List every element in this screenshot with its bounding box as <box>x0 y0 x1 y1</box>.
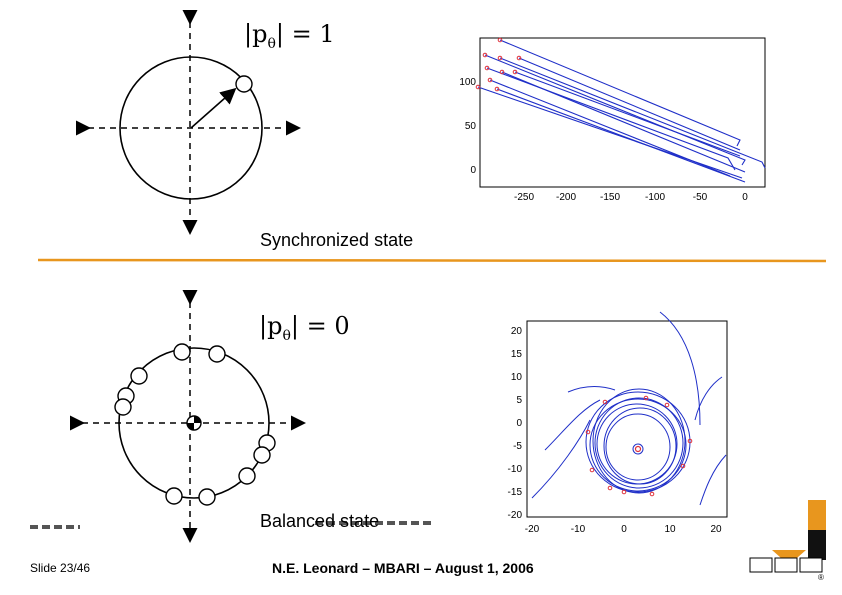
x-tick-label: -100 <box>645 192 665 203</box>
y-tick-label: 100 <box>459 77 476 88</box>
phase-particle <box>173 343 191 361</box>
phase-particle <box>165 487 183 505</box>
y-tick-labels: 20 15 10 5 0 -5 -10 -15 -20 <box>508 326 523 521</box>
phase-particle <box>114 398 132 416</box>
trajectory <box>477 86 743 179</box>
formula-subscript: θ <box>282 327 291 344</box>
balanced-caption: Balanced state <box>260 511 380 531</box>
x-tick-label: 0 <box>621 524 627 535</box>
footer-credit: N.E. Leonard – MBARI – August 1, 2006 <box>272 560 534 576</box>
trajectory <box>514 71 741 157</box>
trajectory <box>567 386 616 393</box>
y-tick-label: 0 <box>470 165 476 176</box>
y-tick-label: -5 <box>513 441 522 452</box>
phase-particle <box>208 345 226 363</box>
svg-text:®: ® <box>818 573 824 582</box>
y-tick-label: 15 <box>511 349 523 360</box>
trajectory <box>699 454 727 506</box>
y-tick-label: 5 <box>516 395 522 406</box>
y-tick-label: 50 <box>465 121 477 132</box>
x-tick-label: -250 <box>514 192 534 203</box>
trajectory <box>531 419 591 499</box>
trajectory <box>585 391 691 493</box>
x-tick-label: -200 <box>556 192 576 203</box>
slide-number: Slide 23/46 <box>30 561 91 575</box>
formula-lhs: |p <box>259 312 283 340</box>
y-tick-label: 20 <box>511 326 523 337</box>
plot-frame <box>526 320 728 518</box>
university-logo: ® <box>749 500 826 582</box>
phase-particle <box>235 75 253 93</box>
trajectory <box>659 311 701 426</box>
x-tick-label: -150 <box>600 192 620 203</box>
formula-subscript: θ <box>267 35 276 52</box>
section-divider <box>37 258 827 263</box>
phase-particle <box>130 367 148 385</box>
formula-rhs: | = 0 <box>290 312 350 340</box>
balanced-phase-diagram <box>70 290 306 543</box>
y-tick-labels: 100 50 0 <box>459 77 476 176</box>
y-tick-label: 0 <box>516 418 522 429</box>
x-tick-label: 0 <box>742 192 748 203</box>
y-tick-label: -15 <box>508 487 523 498</box>
synchronized-trajectory-plot: 100 50 0 -250 -200 -150 -100 -50 0 <box>459 37 766 203</box>
trajectory <box>592 388 686 494</box>
y-tick-label: -10 <box>508 464 523 475</box>
x-tick-labels: -20 -10 0 10 20 <box>525 524 722 535</box>
trajectory <box>499 57 766 169</box>
phase-particle <box>198 488 216 506</box>
x-tick-label: -10 <box>571 524 586 535</box>
trajectory-lines <box>531 311 727 506</box>
trajectory <box>486 67 736 171</box>
unit-circle <box>118 347 270 499</box>
balanced-formula: |pθ| = 0 <box>259 312 350 344</box>
trajectory <box>484 54 746 166</box>
synchronized-formula: |pθ| = 1 <box>244 20 335 52</box>
trajectory <box>544 399 601 451</box>
x-tick-labels: -250 -200 -150 -100 -50 0 <box>514 192 748 203</box>
trajectory <box>594 397 684 489</box>
phase-particle <box>238 467 256 485</box>
synchronized-caption: Synchronized state <box>260 230 414 250</box>
centroid-spiral <box>632 443 644 455</box>
x-tick-label: -20 <box>525 524 540 535</box>
trajectory-lines <box>477 39 766 183</box>
trajectory <box>694 376 723 421</box>
y-tick-label: -20 <box>508 510 523 521</box>
x-tick-label: 10 <box>664 524 676 535</box>
trajectory <box>518 57 741 151</box>
phase-particle <box>253 446 271 464</box>
agent-markers <box>585 395 693 497</box>
centroid-vector-arrow <box>190 87 237 129</box>
trajectory <box>605 413 671 481</box>
synchronized-phase-diagram <box>76 10 301 235</box>
trajectory <box>589 398 687 492</box>
x-tick-label: -50 <box>693 192 708 203</box>
trajectory <box>496 88 746 183</box>
formula-lhs: |p <box>244 20 268 48</box>
balanced-trajectory-plot: 20 15 10 5 0 -5 -10 -15 -20 -20 -10 0 10… <box>508 311 728 535</box>
centroid-marker <box>186 415 202 431</box>
start-markers <box>475 37 522 92</box>
trajectory <box>603 407 677 485</box>
trajectory <box>501 71 746 173</box>
unit-circle <box>119 56 263 200</box>
y-tick-label: 10 <box>511 372 523 383</box>
x-tick-label: 20 <box>710 524 722 535</box>
formula-rhs: | = 1 <box>275 20 335 48</box>
trajectory <box>499 39 741 147</box>
